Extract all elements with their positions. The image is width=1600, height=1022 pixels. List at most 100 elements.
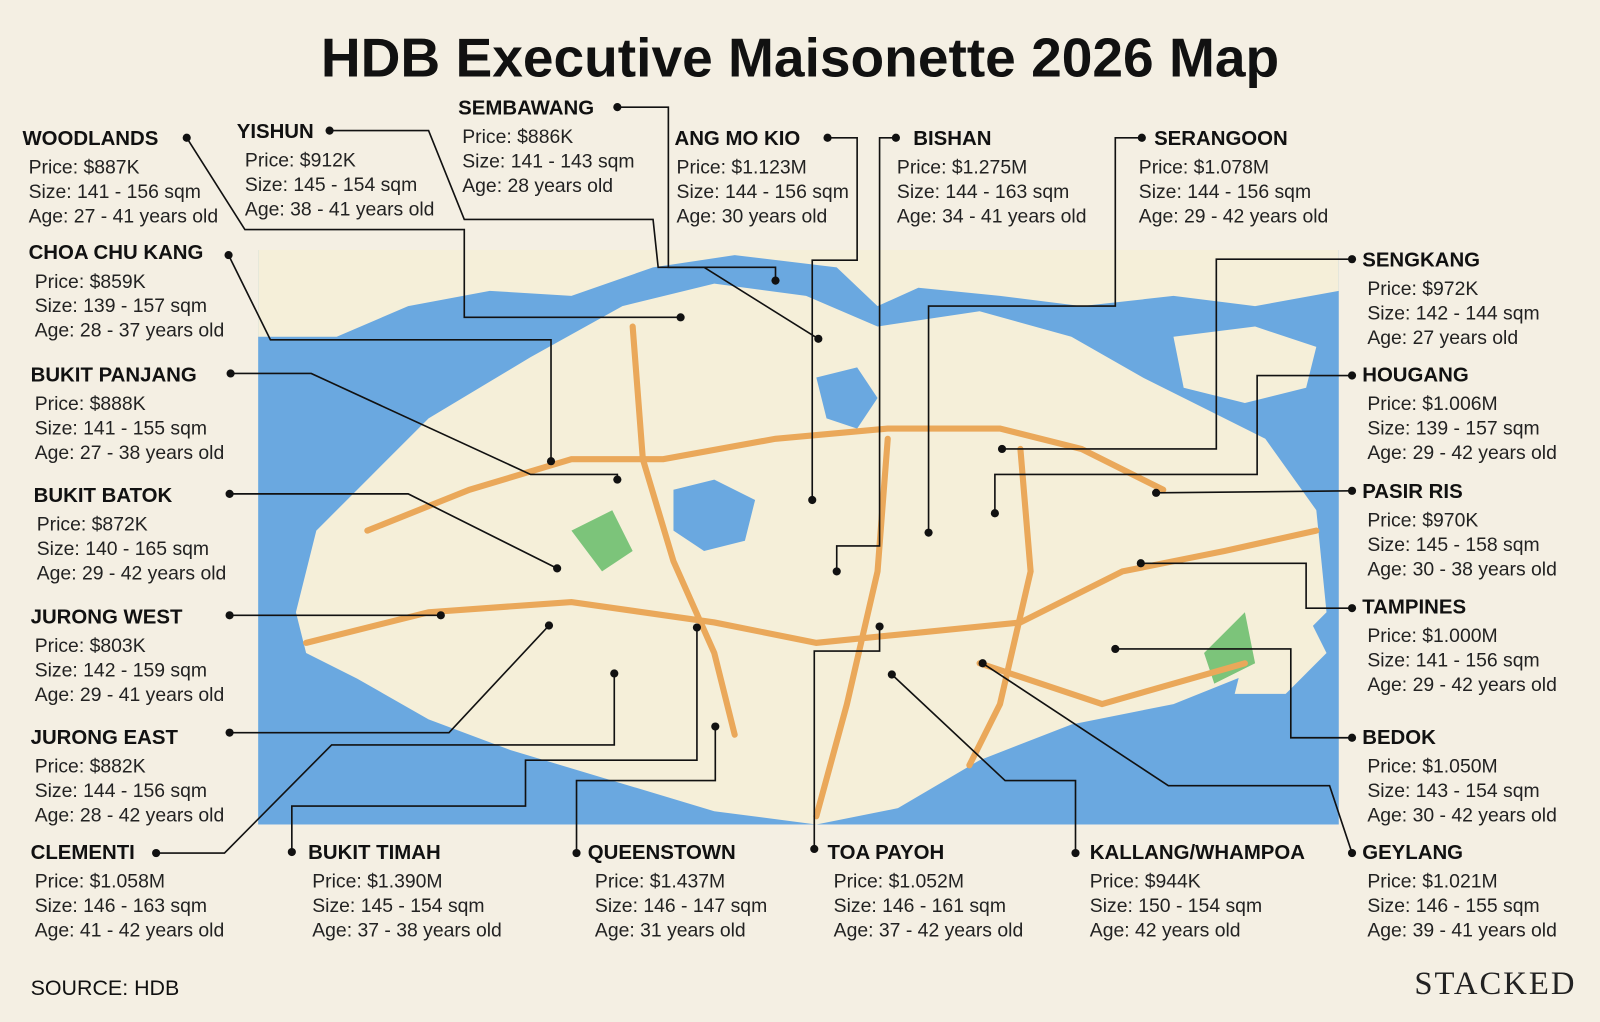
leader-line [835, 136, 896, 572]
town-age: Age: 29 - 41 years old [35, 684, 225, 706]
town-price: Price: $1.050M [1367, 755, 1497, 777]
town-name: KALLANG/WHAMPOA [1090, 842, 1305, 864]
town-price: Price: $1.078M [1139, 156, 1269, 178]
town-name: PASIR RIS [1362, 481, 1462, 503]
label-dot [226, 369, 235, 378]
location-dot [814, 334, 823, 343]
leader-line [1156, 489, 1353, 494]
town-price: Price: $1.000M [1367, 625, 1497, 647]
town-price: Price: $888K [35, 393, 146, 415]
leader-line [994, 374, 1353, 514]
town-size: Size: 141 - 155 sqm [35, 418, 207, 440]
leader-line [813, 626, 881, 849]
town-size: Size: 146 - 147 sqm [595, 895, 767, 917]
town-name: QUEENSTOWN [588, 842, 736, 864]
town-name: BUKIT PANJANG [31, 365, 197, 387]
town-age: Age: 37 - 38 years old [312, 920, 502, 942]
location-dot [711, 722, 720, 731]
town-age: Age: 42 years old [1090, 920, 1241, 942]
town-price: Price: $872K [37, 514, 148, 536]
town-age: Age: 29 - 42 years old [37, 563, 227, 585]
town-price: Price: $1.123M [677, 156, 807, 178]
town-price: Price: $1.058M [35, 871, 165, 893]
location-dot [546, 457, 556, 466]
town-name: YISHUN [237, 121, 314, 143]
town-price: Price: $887K [29, 156, 140, 178]
label-dot [572, 848, 581, 858]
town-price: Price: $972K [1367, 278, 1478, 300]
town-callout: WOODLANDS Price: $887K Size: 141 - 156 sqm… [22, 128, 685, 322]
label-dot [225, 611, 234, 620]
label-dot [287, 847, 296, 857]
leader-line [156, 673, 616, 854]
location-dot [436, 611, 445, 620]
label-dot [891, 133, 900, 142]
location-dot [997, 444, 1007, 454]
brand: STACKED [1414, 966, 1576, 1002]
changi [1234, 602, 1327, 694]
town-age: Age: 38 - 41 years old [245, 198, 435, 220]
town-price: Price: $944K [1090, 871, 1201, 893]
town-size: Size: 150 - 154 sqm [1090, 895, 1262, 917]
town-age: Age: 31 years old [595, 920, 746, 942]
town-age: Age: 27 years old [1367, 327, 1518, 349]
location-dot [676, 313, 685, 322]
town-size: Size: 144 - 156 sqm [1139, 181, 1311, 203]
town-name: BUKIT BATOK [34, 485, 173, 507]
town-age: Age: 30 - 38 years old [1367, 559, 1557, 581]
town-name: CLEMENTI [31, 842, 135, 864]
town-size: Size: 146 - 163 sqm [35, 895, 207, 917]
location-dot [692, 623, 702, 632]
town-name: SENGKANG [1362, 249, 1480, 271]
map [258, 249, 1339, 825]
town-callout: JURONG WEST Price: $803K Size: 142 - 159 s… [31, 606, 445, 706]
town-name: BISHAN [913, 128, 991, 150]
town-size: Size: 144 - 156 sqm [35, 780, 207, 802]
label-dot [1071, 848, 1080, 858]
leader-line [186, 137, 681, 319]
town-name: GEYLANG [1362, 842, 1463, 864]
leader-line [1002, 258, 1353, 450]
label-dot [182, 133, 191, 142]
label-dot [1347, 848, 1357, 858]
label-dot [1347, 604, 1357, 613]
location-dot [887, 670, 896, 679]
location-dot [1111, 644, 1120, 654]
town-age: Age: 27 - 38 years old [35, 442, 225, 464]
town-price: Price: $1.006M [1367, 393, 1497, 415]
town-callout: SERANGOON Price: $1.078M Size: 144 - 156 s… [924, 128, 1328, 537]
town-size: Size: 141 - 156 sqm [29, 181, 201, 203]
label-dot [225, 489, 234, 498]
town-price: Price: $1.437M [595, 871, 725, 893]
town-price: Price: $1.275M [897, 156, 1027, 178]
town-age: Age: 39 - 41 years old [1367, 920, 1557, 942]
town-age: Age: 30 years old [677, 205, 828, 227]
town-size: Size: 146 - 155 sqm [1367, 895, 1539, 917]
towns: WOODLANDS Price: $887K Size: 141 - 156 sqm… [22, 97, 1556, 941]
town-size: Size: 144 - 163 sqm [897, 181, 1069, 203]
town-age: Age: 29 - 42 years old [1139, 205, 1329, 227]
town-name: HOUGANG [1362, 365, 1468, 387]
town-callout: BISHAN Price: $1.275M Size: 144 - 163 sqmA… [832, 128, 1086, 576]
location-dot [924, 528, 933, 537]
location-dot [771, 276, 780, 285]
label-dot [1347, 733, 1357, 742]
location-dot [544, 621, 554, 630]
park [571, 510, 633, 572]
title: HDB Executive Maisonette 2026 Map [321, 27, 1279, 89]
town-price: Price: $886K [462, 126, 573, 148]
town-name: WOODLANDS [22, 128, 158, 150]
town-name: JURONG WEST [31, 606, 183, 628]
town-size: Size: 146 - 161 sqm [834, 895, 1006, 917]
reservoir [816, 367, 878, 429]
location-dot [1152, 488, 1161, 497]
town-price: Price: $1.021M [1367, 871, 1497, 893]
